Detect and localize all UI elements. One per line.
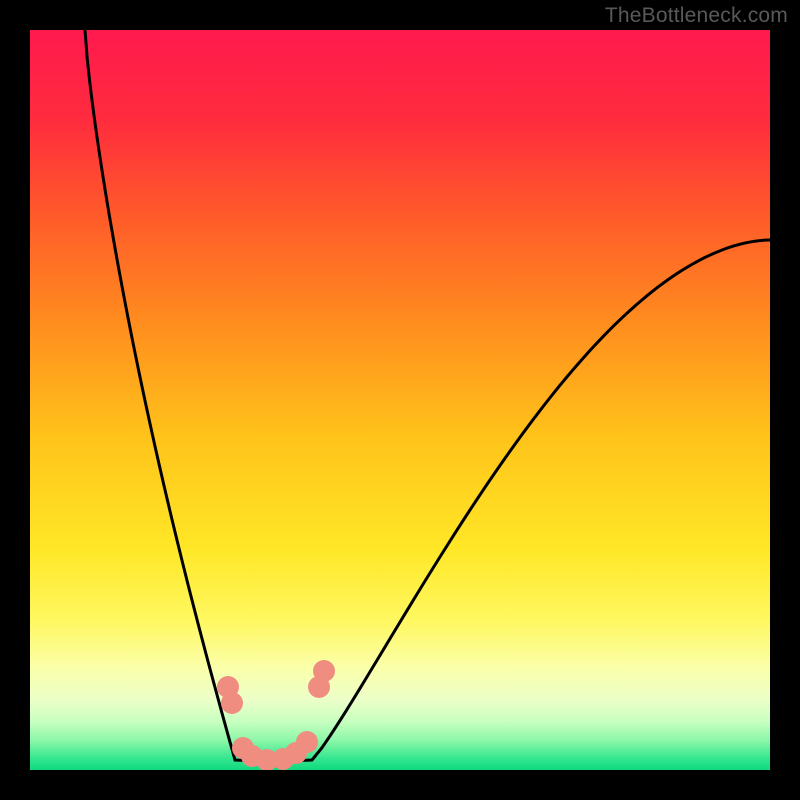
chart-frame: TheBottleneck.com <box>0 0 800 800</box>
gradient-background <box>30 30 770 770</box>
border-left <box>0 0 30 800</box>
border-bottom <box>0 770 800 800</box>
plot-area <box>30 30 770 770</box>
border-right <box>770 0 800 800</box>
watermark-text: TheBottleneck.com <box>605 4 788 28</box>
